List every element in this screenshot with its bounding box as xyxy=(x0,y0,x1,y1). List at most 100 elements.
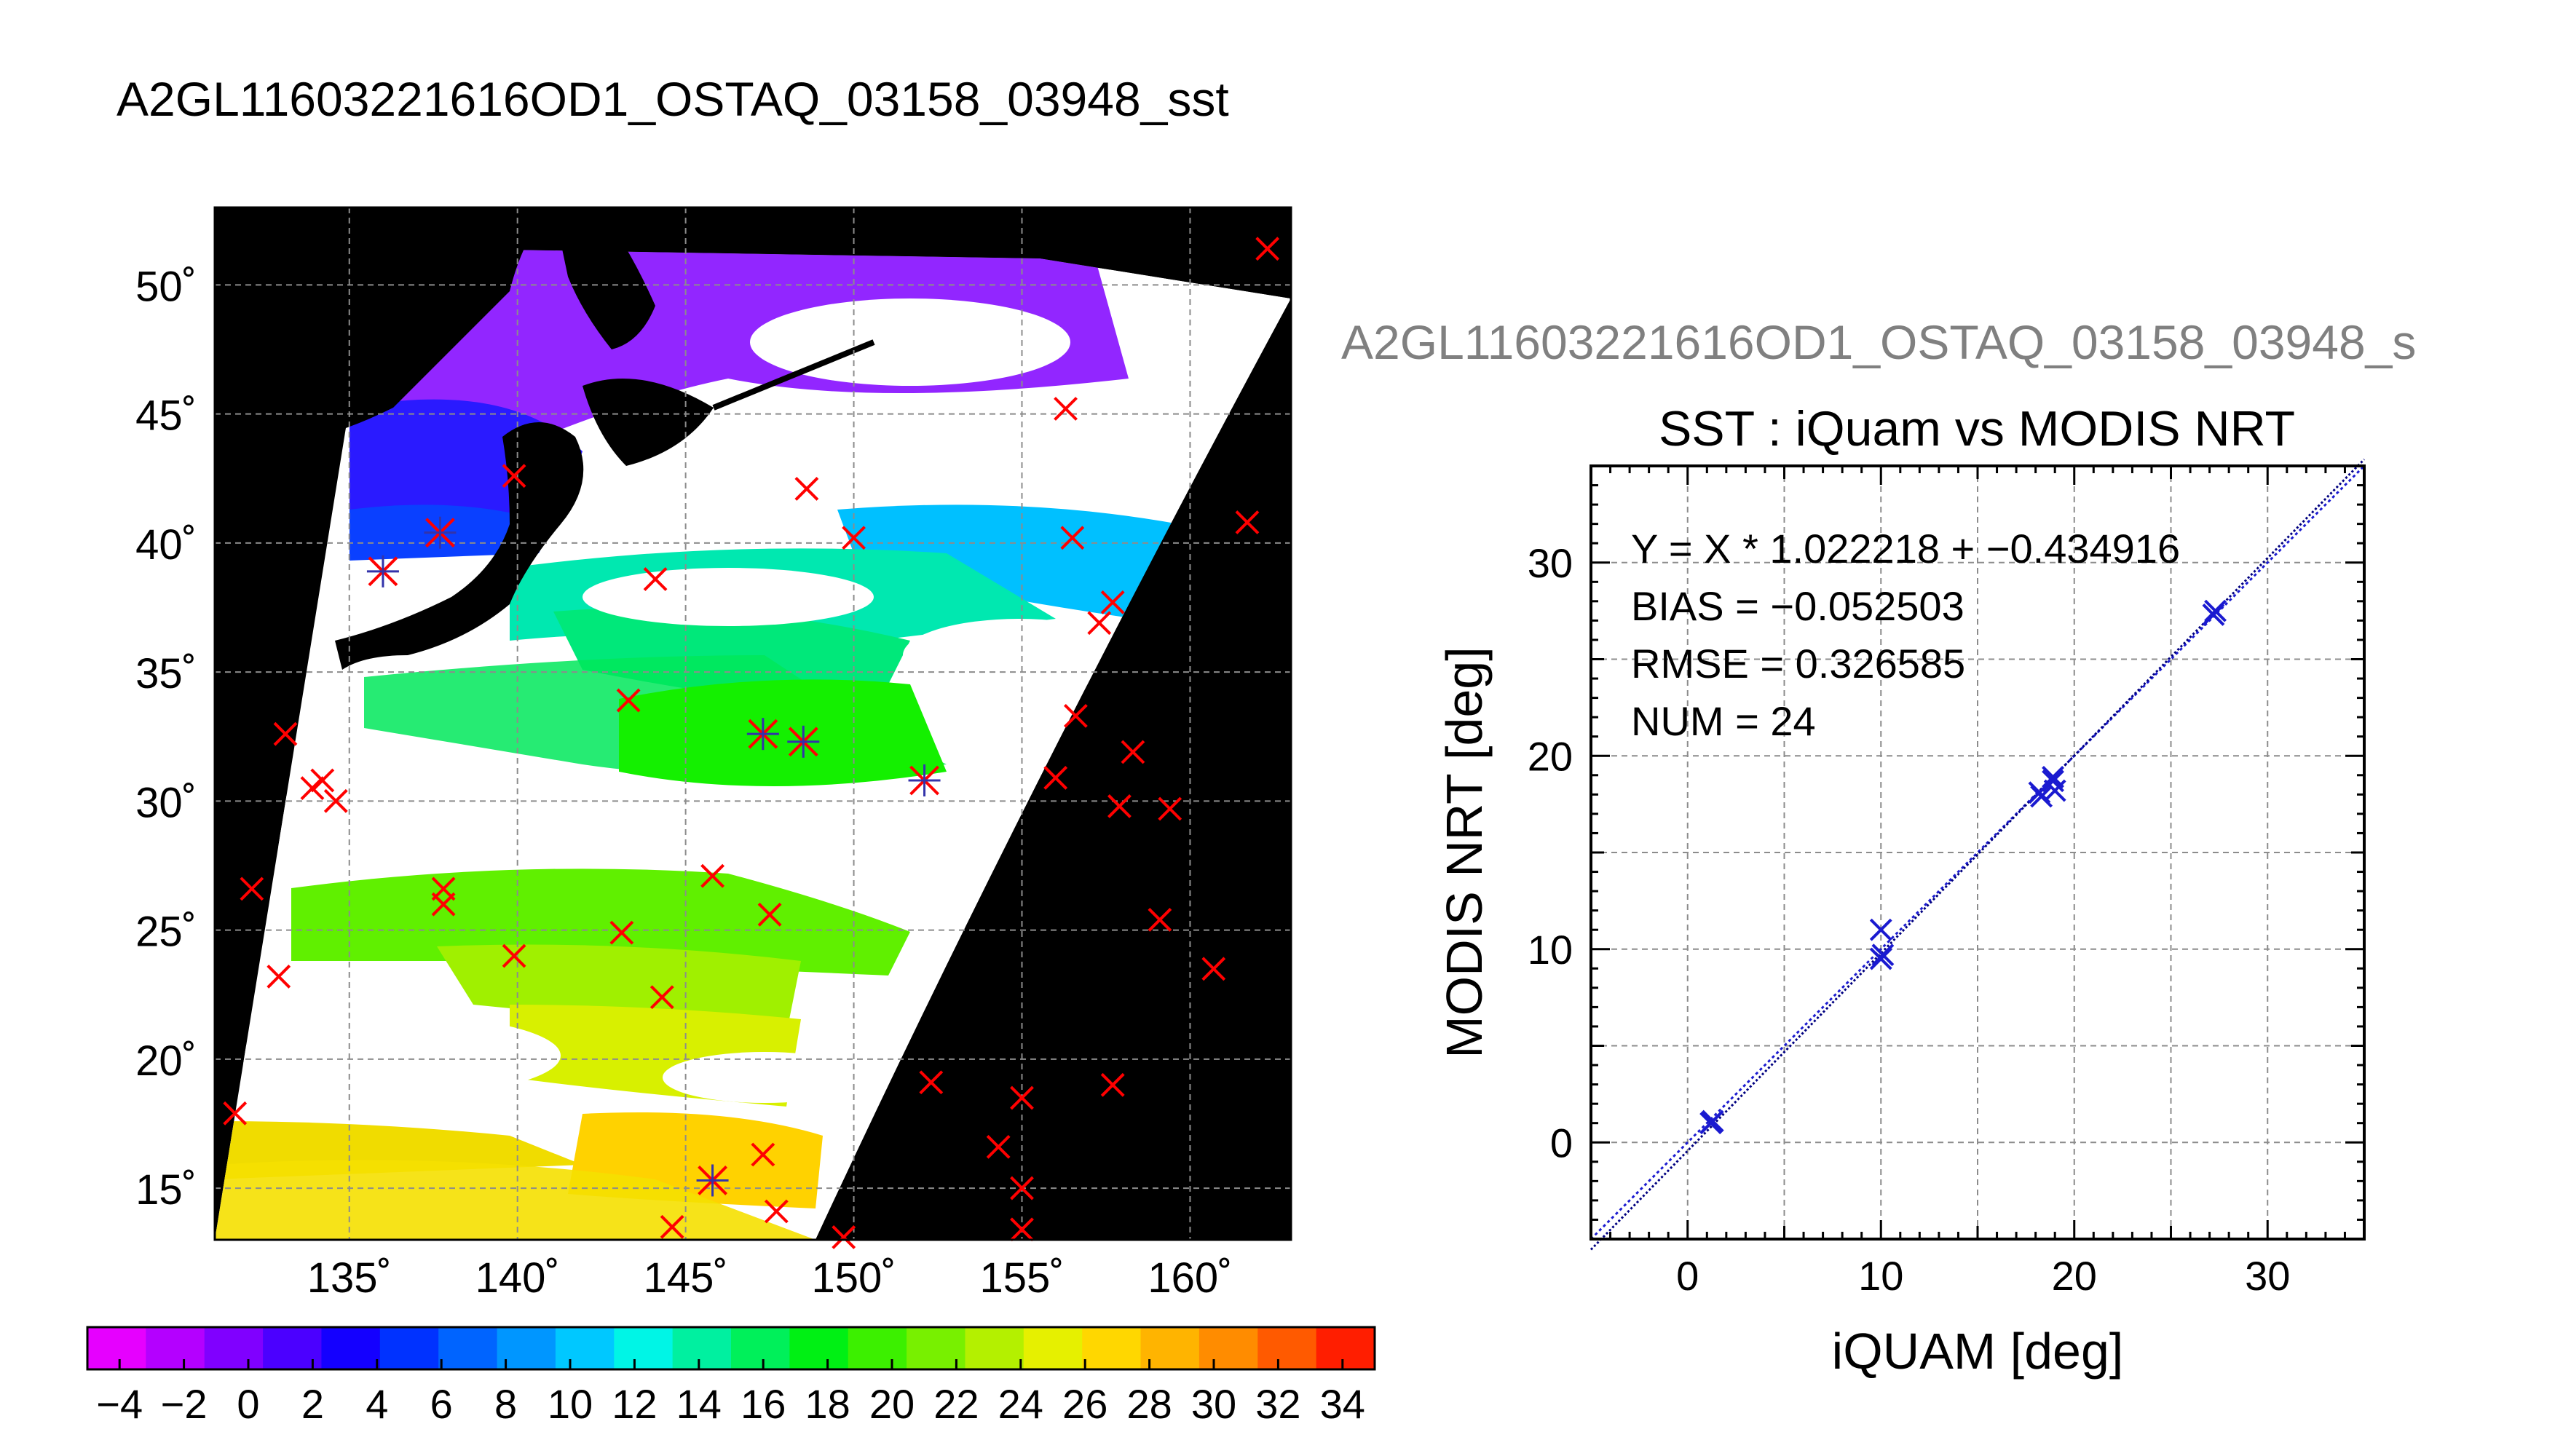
colorbar-cell xyxy=(965,1327,1024,1369)
iquam-marker xyxy=(1158,796,1182,821)
iquam-marker xyxy=(794,476,819,501)
scatter-point xyxy=(1701,1109,1724,1133)
iquam-marker xyxy=(240,877,264,901)
colorbar-tick-label: 18 xyxy=(805,1381,850,1427)
colorbar-cell xyxy=(789,1327,849,1369)
lat-tick-label: 25˚ xyxy=(135,909,197,956)
colorbar-cell xyxy=(1198,1327,1258,1369)
colorbar-cell xyxy=(614,1327,674,1369)
colorbar-tick-label: 28 xyxy=(1126,1381,1172,1427)
iquam-marker xyxy=(609,920,634,945)
iquam-marker xyxy=(266,964,291,989)
iquam-marker xyxy=(700,863,724,888)
colorbar-tick-label: 30 xyxy=(1191,1381,1236,1427)
fit-line xyxy=(1590,458,2366,1251)
scatter-point xyxy=(2042,766,2064,788)
matched-marker xyxy=(908,764,941,796)
map-grid xyxy=(215,207,1291,1240)
colorbar-tick-label: 20 xyxy=(869,1381,915,1427)
colorbar-tick-label: 6 xyxy=(430,1381,453,1427)
one-to-one-line xyxy=(1590,464,2366,1241)
iquam-marker xyxy=(1121,740,1145,764)
iquam-marker xyxy=(649,985,674,1010)
iquam-marker xyxy=(1235,510,1260,534)
colorbar-cell xyxy=(848,1327,907,1369)
map-frame xyxy=(213,206,1292,1241)
colorbar-frame xyxy=(86,1326,1376,1371)
colorbar-cell xyxy=(146,1327,205,1369)
x-tick-label: 0 xyxy=(1676,1253,1699,1299)
colorbar-tick-label: 32 xyxy=(1255,1381,1300,1427)
colorbar-cell xyxy=(731,1327,790,1369)
iquam-marker xyxy=(660,1214,684,1239)
colorbar-tick-label: −2 xyxy=(161,1381,208,1427)
colorbar-cell xyxy=(321,1327,381,1369)
colorbar-cell xyxy=(1316,1327,1375,1369)
iquam-marker xyxy=(1010,1085,1034,1110)
colorbar-cells xyxy=(87,1327,1375,1369)
iquam-marker xyxy=(310,768,335,793)
x-tick-label: 20 xyxy=(2052,1253,2097,1299)
iquam-marker xyxy=(273,721,298,746)
stats-line: BIAS = −0.052503 xyxy=(1631,583,1964,629)
colorbar-tick-label: 24 xyxy=(998,1381,1043,1427)
scatter-file-title: A2GL11603221616OD1_OSTAQ_03158_03948_s xyxy=(1341,315,2417,369)
hokkaido xyxy=(583,379,714,466)
colorbar-tick-label: 12 xyxy=(612,1381,657,1427)
colorbar-tick-label: −4 xyxy=(96,1381,143,1427)
y-tick-label: 20 xyxy=(1528,733,1573,779)
colorbar-cell xyxy=(555,1327,615,1369)
colorbar-tick-label: 14 xyxy=(676,1381,722,1427)
x-tick-label: 30 xyxy=(2245,1253,2290,1299)
colorbar-cell xyxy=(87,1327,146,1369)
kuril-islands xyxy=(712,339,875,411)
y-tick-label: 30 xyxy=(1528,540,1573,586)
iquam-marker xyxy=(1063,703,1088,728)
matched-marker xyxy=(787,725,820,758)
colorbar-tick-label: 26 xyxy=(1062,1381,1107,1427)
colorbar-cell xyxy=(1082,1327,1142,1369)
iquam-marker xyxy=(751,1142,775,1167)
colorbar-cell xyxy=(1023,1327,1083,1369)
iquam-marker xyxy=(1107,794,1132,818)
lat-tick-label: 45˚ xyxy=(135,392,197,440)
iquam-marker xyxy=(300,776,325,801)
lon-tick-labels: 135˚ 140˚ 145˚ 150˚ 155˚ 160˚ xyxy=(307,1254,1233,1302)
lon-tick-label: 155˚ xyxy=(979,1254,1064,1302)
colorbar-labels: −4 −2 0 2 4 6 8 10 12 14 16 18 20 22 24 26 28 30 32 34 xyxy=(96,1359,1365,1427)
iquam-marker xyxy=(1043,766,1068,790)
colorbar-cell xyxy=(379,1327,439,1369)
iquam-marker xyxy=(986,1134,1011,1159)
iquam-marker xyxy=(223,1101,248,1125)
lon-tick-label: 140˚ xyxy=(475,1254,560,1302)
colorbar-tick-label: 4 xyxy=(366,1381,388,1427)
iquam-marker xyxy=(1255,237,1280,261)
iquam-marker xyxy=(643,567,668,591)
iquam-marker xyxy=(764,1199,789,1224)
scatter-point xyxy=(1871,943,1895,967)
lon-tick-label: 160˚ xyxy=(1148,1254,1232,1302)
y-tick-label: 10 xyxy=(1528,927,1573,973)
lat-tick-label: 15˚ xyxy=(135,1166,197,1214)
colorbar-tick-label: 8 xyxy=(494,1381,517,1427)
stats-line: NUM = 24 xyxy=(1631,698,1816,744)
iquam-marker xyxy=(1054,397,1078,421)
colorbar-tick-label: 22 xyxy=(933,1381,979,1427)
colorbar-cell xyxy=(204,1327,264,1369)
colorbar-tick-label: 10 xyxy=(548,1381,593,1427)
iquam-marker xyxy=(1087,611,1112,636)
iquam-marker xyxy=(431,892,456,917)
colorbar-tick-label: 16 xyxy=(741,1381,786,1427)
colorbar-tick-label: 0 xyxy=(237,1381,259,1427)
x-axis-label: iQUAM [deg] xyxy=(1832,1323,2124,1380)
colorbar-cell xyxy=(672,1327,732,1369)
iquam-marker xyxy=(1148,908,1172,932)
lon-tick-label: 150˚ xyxy=(812,1254,896,1302)
scatter-ticks: 0 10 20 30 0 10 20 30 xyxy=(1528,464,2366,1299)
lat-tick-label: 35˚ xyxy=(135,650,197,697)
colorbar-cell xyxy=(1257,1327,1317,1369)
page-title: A2GL11603221616OD1_OSTAQ_03158_03948_sst xyxy=(117,72,1229,126)
stats-line: RMSE = 0.326585 xyxy=(1631,641,1965,687)
iquam-marker xyxy=(323,788,348,813)
